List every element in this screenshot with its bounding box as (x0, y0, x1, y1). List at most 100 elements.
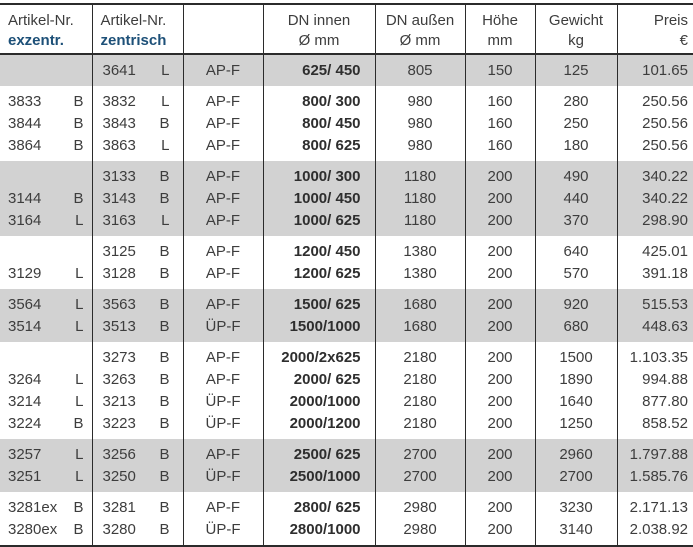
artikel-exzentr-value: 3280ex B (0, 519, 92, 541)
cell-dn-aussen: 2180 (375, 342, 465, 369)
cell-preis: 1.103.35 (617, 342, 693, 369)
artikel-exzentr-code: L (75, 391, 83, 413)
cell-dn-innen: 2800/ 625 (263, 492, 375, 519)
cell-gewicht: 440 (535, 188, 617, 210)
col-header-artikel-exzentr: Artikel-Nr. exzentr. (0, 4, 92, 54)
cell-preis: 994.88 (617, 369, 693, 391)
cell-gewicht: 1640 (535, 391, 617, 413)
cell-gewicht: 2960 (535, 439, 617, 466)
cell-hoehe: 200 (465, 439, 535, 466)
artikel-zentrisch-nr: 3843 (103, 113, 136, 135)
cell-dn-innen: 800/ 450 (263, 113, 375, 135)
cell-dn-innen: 2500/ 625 (263, 439, 375, 466)
artikel-exzentr-nr: 3144 (8, 188, 41, 210)
cell-artikel-exzentr (0, 161, 92, 188)
cell-bauform: AP-F (183, 439, 263, 466)
artikel-zentrisch-nr: 3163 (103, 210, 136, 232)
cell-hoehe: 160 (465, 86, 535, 113)
cell-dn-innen: 1500/ 625 (263, 289, 375, 316)
cell-preis: 340.22 (617, 161, 693, 188)
cell-preis: 250.56 (617, 86, 693, 113)
col-header-line1: Gewicht (536, 7, 617, 31)
cell-hoehe: 200 (465, 492, 535, 519)
cell-dn-aussen: 805 (375, 54, 465, 86)
artikel-exzentr-code: B (73, 519, 83, 541)
cell-dn-innen: 1000/ 300 (263, 161, 375, 188)
cell-gewicht: 680 (535, 316, 617, 343)
artikel-exzentr-nr: 3280ex (8, 519, 57, 541)
cell-bauform: ÜP-F (183, 391, 263, 413)
artikel-exzentr-nr: 3257 (8, 444, 41, 466)
artikel-exzentr-code: L (75, 466, 83, 488)
cell-hoehe: 150 (465, 54, 535, 86)
cell-preis: 858.52 (617, 413, 693, 440)
cell-artikel-zentrisch: 3843 B (92, 113, 183, 135)
cell-hoehe: 200 (465, 263, 535, 290)
artikel-exzentr-nr: 3564 (8, 294, 41, 316)
col-header-line2: Ø mm (264, 31, 375, 51)
artikel-exzentr-nr: 3514 (8, 316, 41, 338)
cell-dn-innen: 2800/1000 (263, 519, 375, 547)
artikel-zentrisch-value: 3843 B (93, 113, 183, 135)
cell-hoehe: 200 (465, 466, 535, 493)
cell-artikel-exzentr (0, 342, 92, 369)
cell-dn-aussen: 1180 (375, 210, 465, 237)
artikel-zentrisch-code: B (159, 294, 169, 316)
artikel-exzentr-code: B (73, 91, 83, 113)
artikel-zentrisch-nr: 3563 (103, 294, 136, 316)
cell-hoehe: 160 (465, 135, 535, 162)
artikel-exzentr-code: L (75, 444, 83, 466)
cell-artikel-exzentr (0, 236, 92, 263)
cell-bauform: AP-F (183, 210, 263, 237)
cell-hoehe: 200 (465, 519, 535, 547)
cell-hoehe: 200 (465, 210, 535, 237)
cell-preis: 250.56 (617, 135, 693, 162)
artikel-zentrisch-nr: 3256 (103, 444, 136, 466)
cell-hoehe: 200 (465, 289, 535, 316)
artikel-exzentr-code: L (75, 210, 83, 232)
artikel-zentrisch-code: B (159, 497, 169, 519)
cell-hoehe: 200 (465, 236, 535, 263)
artikel-exzentr-nr: 3129 (8, 263, 41, 285)
artikel-zentrisch-nr: 3133 (103, 166, 136, 188)
cell-artikel-exzentr: 3280ex B (0, 519, 92, 547)
artikel-zentrisch-nr: 3273 (103, 347, 136, 369)
cell-dn-innen: 1200/ 450 (263, 236, 375, 263)
cell-dn-aussen: 980 (375, 86, 465, 113)
cell-bauform: ÜP-F (183, 316, 263, 343)
cell-hoehe: 200 (465, 161, 535, 188)
cell-gewicht: 370 (535, 210, 617, 237)
cell-dn-innen: 1500/1000 (263, 316, 375, 343)
artikel-zentrisch-code: B (159, 113, 169, 135)
col-header-dn-innen: DN innen Ø mm (263, 4, 375, 54)
cell-dn-aussen: 2180 (375, 413, 465, 440)
cell-dn-aussen: 980 (375, 113, 465, 135)
col-header-line1: Artikel-Nr. (93, 7, 183, 31)
